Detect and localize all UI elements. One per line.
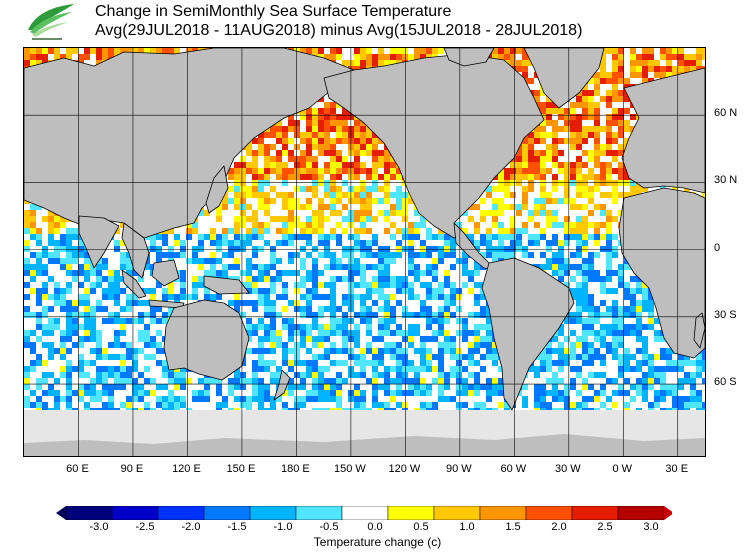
- page-title: Change in SemiMonthly Sea Surface Temper…: [95, 3, 452, 20]
- lat-label: 30 S: [714, 308, 737, 321]
- colorbar-segment: [387, 506, 435, 520]
- colorbar-segment: [65, 506, 113, 520]
- colorbar-label: Temperature change (c): [313, 535, 442, 549]
- colorbar: [56, 506, 672, 520]
- colorbar-tick-label: -1.0: [273, 521, 293, 533]
- colorbar-segment: [341, 506, 389, 520]
- colorbar-tick-label: -1.5: [227, 521, 247, 533]
- lon-label: 150 W: [333, 463, 366, 475]
- lat-label: 30 N: [714, 174, 738, 187]
- colorbar-tick-label: 2.5: [597, 521, 613, 533]
- africa-land: [618, 187, 705, 359]
- south-america-land: [481, 257, 575, 411]
- lon-label: 30 W: [554, 463, 581, 475]
- colorbar-segment: [479, 506, 527, 520]
- madagascar-land: [693, 312, 705, 349]
- lon-label: 0 W: [612, 463, 633, 475]
- sst-change-map: [23, 47, 706, 457]
- arctic-islands-land: [443, 48, 495, 67]
- colorbar-tick-label: 1.0: [459, 521, 475, 533]
- colorbar-segment: [525, 506, 573, 520]
- colorbar-segment: [433, 506, 481, 520]
- europe-land: [621, 67, 705, 194]
- colorbar-tick-label: -0.5: [319, 521, 339, 533]
- india-land: [78, 215, 120, 269]
- new-guinea-land: [203, 275, 250, 295]
- lon-label: 180 E: [281, 463, 310, 475]
- colorbar-segment: [111, 506, 159, 520]
- lon-label: 60 E: [66, 463, 89, 475]
- colorbar-segment: [203, 506, 251, 520]
- colorbar-segment: [249, 506, 297, 520]
- colorbar-tick-label: 0.0: [367, 521, 383, 533]
- lon-label: 60 W: [500, 463, 527, 475]
- new-zealand-land: [273, 369, 291, 401]
- australia-land: [163, 299, 250, 381]
- antarctica-land: [24, 434, 705, 456]
- lat-lon-grid: [24, 48, 705, 456]
- colorbar-tick-label: -2.0: [181, 521, 201, 533]
- colorbar-tick-label: 1.5: [505, 521, 521, 533]
- lon-label: 90 W: [445, 463, 472, 475]
- colorbar-segment: [157, 506, 205, 520]
- lat-label: 0: [714, 241, 721, 254]
- lon-label: 90 E: [120, 463, 144, 475]
- colorbar-segment: [617, 506, 665, 520]
- lon-label: 120 W: [388, 463, 421, 475]
- colorbar-under-arrow: [56, 506, 66, 520]
- page-subtitle: Avg(29JUL2018 - 11AUG2018) minus Avg(15J…: [95, 22, 583, 39]
- colorbar-over-arrow: [664, 506, 672, 520]
- colorbar-tick-label: -3.0: [89, 521, 109, 533]
- borneo-land: [151, 259, 180, 287]
- lat-label: 60 N: [714, 107, 738, 120]
- lat-label: 60 S: [714, 376, 737, 389]
- leaf-logo-icon: [22, 2, 78, 42]
- colorbar-segment: [571, 506, 619, 520]
- lon-label: 30 E: [665, 463, 689, 475]
- colorbar-tick-label: 2.0: [551, 521, 567, 533]
- colorbar-segment: [295, 506, 343, 520]
- indochina-land: [121, 222, 150, 279]
- japan-land: [205, 165, 229, 214]
- colorbar-tick-label: 3.0: [643, 521, 659, 533]
- colorbar-tick-label: 0.5: [413, 521, 429, 533]
- sumatra-land: [121, 269, 147, 299]
- lon-label: 120 E: [172, 463, 201, 475]
- lon-label: 150 E: [226, 463, 256, 475]
- colorbar-tick-label: -2.5: [135, 521, 155, 533]
